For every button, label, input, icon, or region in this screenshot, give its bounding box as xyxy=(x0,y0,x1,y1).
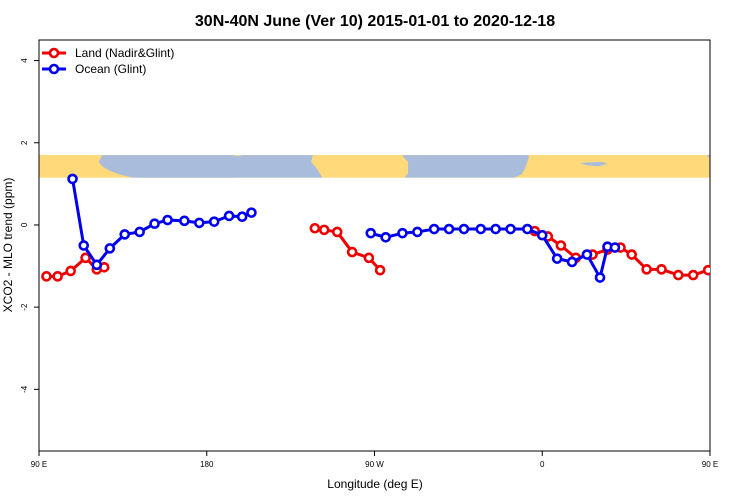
data-point-land xyxy=(80,252,91,264)
data-point-land xyxy=(363,252,375,264)
series-line-ocean xyxy=(71,178,253,267)
data-point-ocean xyxy=(721,175,729,183)
data-point-ocean xyxy=(67,173,78,185)
data-point-land xyxy=(673,269,684,281)
data-point-ocean xyxy=(522,223,533,235)
map-ocean-region xyxy=(579,161,608,167)
series-line-ocean xyxy=(725,179,750,265)
x-tick-label: 90 E xyxy=(31,460,47,469)
legend-marker-ocean xyxy=(48,63,60,75)
data-point-ocean xyxy=(732,242,740,250)
data-point-ocean xyxy=(428,223,440,235)
y-axis-label: XCO2 - MLO trend (ppm) xyxy=(1,178,15,313)
x-tick-label: 180 xyxy=(200,460,214,469)
data-point-ocean xyxy=(443,223,455,235)
data-point-ocean xyxy=(581,249,593,260)
y-tick-label: 0 xyxy=(20,222,29,227)
data-point-ocean xyxy=(380,231,391,243)
y-tick-label: -4 xyxy=(20,385,29,393)
world-map-strip xyxy=(39,155,736,178)
data-point-ocean xyxy=(365,227,377,239)
data-point-land xyxy=(641,264,652,275)
series-land xyxy=(41,222,746,282)
map-ocean-region xyxy=(706,155,710,159)
data-point-land xyxy=(52,271,63,282)
map-island xyxy=(586,170,602,176)
data-point-land xyxy=(309,222,321,234)
data-point-land xyxy=(738,263,746,271)
legend: Land (Nadir&Glint) Ocean (Glint) xyxy=(42,46,174,76)
legend-marker-land xyxy=(48,47,60,59)
data-point-land xyxy=(626,249,638,260)
data-point-land xyxy=(687,269,699,281)
data-point-land xyxy=(346,246,358,258)
y-tick-label: -2 xyxy=(20,303,29,311)
map-island xyxy=(53,160,64,167)
map-ocean-region xyxy=(402,155,528,157)
data-point-land xyxy=(656,264,667,275)
data-point-ocean xyxy=(78,240,90,251)
y-tick-label: 4 xyxy=(20,58,29,63)
data-point-ocean xyxy=(119,229,131,240)
series-ocean xyxy=(67,173,750,283)
data-point-ocean xyxy=(134,226,145,238)
data-point-ocean xyxy=(505,223,516,235)
data-point-land xyxy=(41,271,52,282)
data-point-ocean xyxy=(458,223,470,235)
x-tick-label: 0 xyxy=(540,460,545,469)
y-axis: -4 -2 0 2 4 xyxy=(20,58,39,393)
data-point-ocean xyxy=(594,272,606,283)
data-point-ocean xyxy=(91,259,103,271)
x-tick-label: 90 E xyxy=(702,460,718,469)
data-point-ocean xyxy=(490,223,501,235)
data-point-land xyxy=(730,266,738,274)
data-point-ocean xyxy=(162,214,173,226)
data-point-ocean xyxy=(412,226,423,238)
legend-label-land: Land (Nadir&Glint) xyxy=(75,46,174,60)
x-axis-label: Longitude (deg E) xyxy=(327,477,422,491)
y-tick-label: 2 xyxy=(20,140,29,145)
map-ocean-region xyxy=(402,155,530,178)
data-point-ocean xyxy=(475,223,487,235)
data-point-ocean xyxy=(566,256,578,268)
data-point-ocean xyxy=(193,217,205,229)
map-island xyxy=(89,166,97,174)
data-point-land xyxy=(65,265,76,277)
data-point-ocean xyxy=(246,207,257,218)
chart-title: 30N-40N June (Ver 10) 2015-01-01 to 2020… xyxy=(195,13,555,30)
data-point-land xyxy=(719,254,727,262)
data-point-ocean xyxy=(551,253,563,264)
legend-label-ocean: Ocean (Glint) xyxy=(75,62,146,76)
x-tick-label: 90 W xyxy=(365,460,384,469)
map-island xyxy=(727,160,736,166)
data-point-ocean xyxy=(104,243,116,254)
data-point-ocean xyxy=(236,211,248,223)
data-point-ocean xyxy=(179,215,190,227)
data-point-land xyxy=(318,224,330,236)
data-point-ocean xyxy=(397,227,408,239)
map-ocean-region xyxy=(141,155,323,178)
series-layer xyxy=(41,173,750,283)
data-point-ocean xyxy=(208,216,220,227)
data-point-ocean xyxy=(609,242,621,253)
map-island xyxy=(81,158,94,167)
series-line-land xyxy=(534,229,710,277)
data-point-land xyxy=(555,240,567,251)
data-point-land xyxy=(374,264,386,276)
data-point-ocean xyxy=(745,261,750,269)
data-point-ocean xyxy=(536,229,548,241)
data-point-ocean xyxy=(149,218,160,230)
data-point-ocean xyxy=(223,210,235,222)
data-point-land xyxy=(331,226,343,238)
data-point-land xyxy=(702,264,710,276)
